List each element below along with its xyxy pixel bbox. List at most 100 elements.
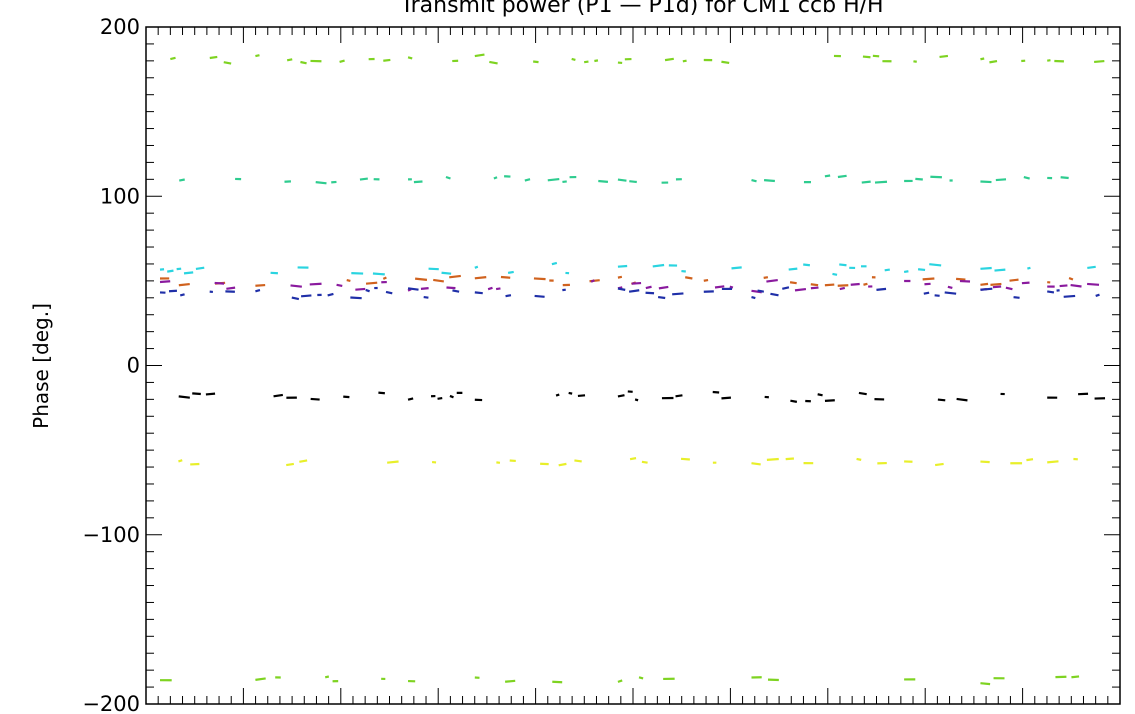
data-point	[785, 457, 795, 461]
data-point	[255, 54, 260, 58]
data-point	[291, 296, 300, 301]
data-point	[547, 177, 560, 182]
data-point	[1047, 460, 1059, 464]
data-point	[751, 295, 756, 300]
x-axis-ticks	[145, 27, 1121, 704]
data-point	[1005, 286, 1013, 291]
data-point	[856, 457, 862, 461]
data-point	[788, 267, 798, 271]
series-7	[178, 457, 1078, 467]
data-point	[810, 286, 819, 290]
data-point	[493, 176, 498, 180]
data-point	[179, 293, 185, 297]
data-point	[861, 180, 871, 184]
data-point	[533, 60, 539, 64]
data-point	[372, 272, 385, 276]
data-point	[433, 278, 444, 283]
data-point	[980, 287, 993, 291]
series-2	[159, 261, 1096, 276]
data-point	[1060, 176, 1069, 180]
data-point	[346, 279, 351, 282]
data-point	[980, 57, 985, 61]
data-point	[534, 294, 545, 298]
data-point	[929, 263, 942, 267]
data-point	[657, 295, 666, 300]
data-point	[675, 394, 683, 398]
data-point	[712, 390, 720, 394]
data-point	[407, 397, 414, 401]
data-point	[382, 276, 387, 280]
data-point	[858, 391, 867, 396]
data-point	[407, 56, 413, 60]
data-point	[652, 263, 665, 268]
data-point	[574, 459, 582, 463]
data-point	[1063, 294, 1076, 298]
data-point	[850, 282, 860, 286]
data-point	[638, 676, 644, 680]
data-point	[449, 394, 454, 399]
data-point	[634, 398, 639, 402]
data-point	[255, 677, 266, 681]
data-point	[555, 393, 560, 397]
data-point	[874, 180, 888, 184]
data-point	[495, 287, 501, 291]
data-point	[441, 271, 452, 275]
data-point	[286, 58, 293, 62]
data-point	[524, 178, 531, 182]
data-point	[937, 398, 946, 402]
chart-title: Transmit power (P1 — P1d) for CM1 ccb H/…	[399, 0, 883, 18]
data-point	[824, 283, 835, 287]
data-point	[980, 460, 990, 464]
data-marks	[159, 53, 1106, 686]
data-point	[876, 287, 887, 291]
data-point	[947, 285, 953, 290]
data-point	[1094, 59, 1105, 64]
data-point	[551, 261, 558, 266]
data-point	[590, 279, 595, 283]
data-point	[751, 179, 757, 183]
data-point	[273, 393, 284, 398]
data-point	[449, 274, 461, 279]
data-point	[766, 278, 778, 283]
data-point	[167, 269, 174, 273]
data-point	[990, 282, 1002, 286]
data-point	[751, 462, 761, 466]
data-point	[407, 287, 419, 291]
data-point	[770, 292, 779, 297]
data-point	[903, 270, 909, 274]
data-point	[1021, 281, 1030, 285]
data-point	[980, 266, 992, 270]
data-point	[1087, 265, 1096, 270]
series-4	[159, 278, 1100, 294]
data-point	[226, 286, 236, 290]
data-point	[350, 296, 362, 300]
data-point	[763, 179, 775, 183]
data-point	[628, 289, 640, 293]
data-point	[420, 287, 429, 290]
data-point	[309, 282, 322, 286]
data-point	[939, 54, 949, 59]
data-point	[721, 60, 730, 65]
data-point	[729, 285, 734, 289]
data-point	[1047, 290, 1055, 294]
data-point	[617, 178, 627, 182]
data-point	[980, 282, 989, 286]
data-point	[915, 177, 923, 181]
data-point	[299, 459, 308, 463]
data-point	[617, 264, 628, 268]
data-point	[487, 286, 493, 291]
data-point	[923, 291, 930, 295]
data-point	[1027, 266, 1031, 270]
series-6	[178, 390, 1106, 403]
data-point	[994, 268, 1006, 272]
data-point	[383, 58, 391, 62]
data-point	[223, 61, 232, 65]
data-point	[437, 396, 443, 400]
data-point	[956, 277, 966, 281]
y-tick-label: 100	[100, 184, 140, 208]
data-point	[645, 285, 652, 290]
data-point	[474, 276, 487, 280]
data-point	[505, 294, 512, 298]
data-point	[682, 59, 687, 63]
data-point	[415, 277, 428, 281]
